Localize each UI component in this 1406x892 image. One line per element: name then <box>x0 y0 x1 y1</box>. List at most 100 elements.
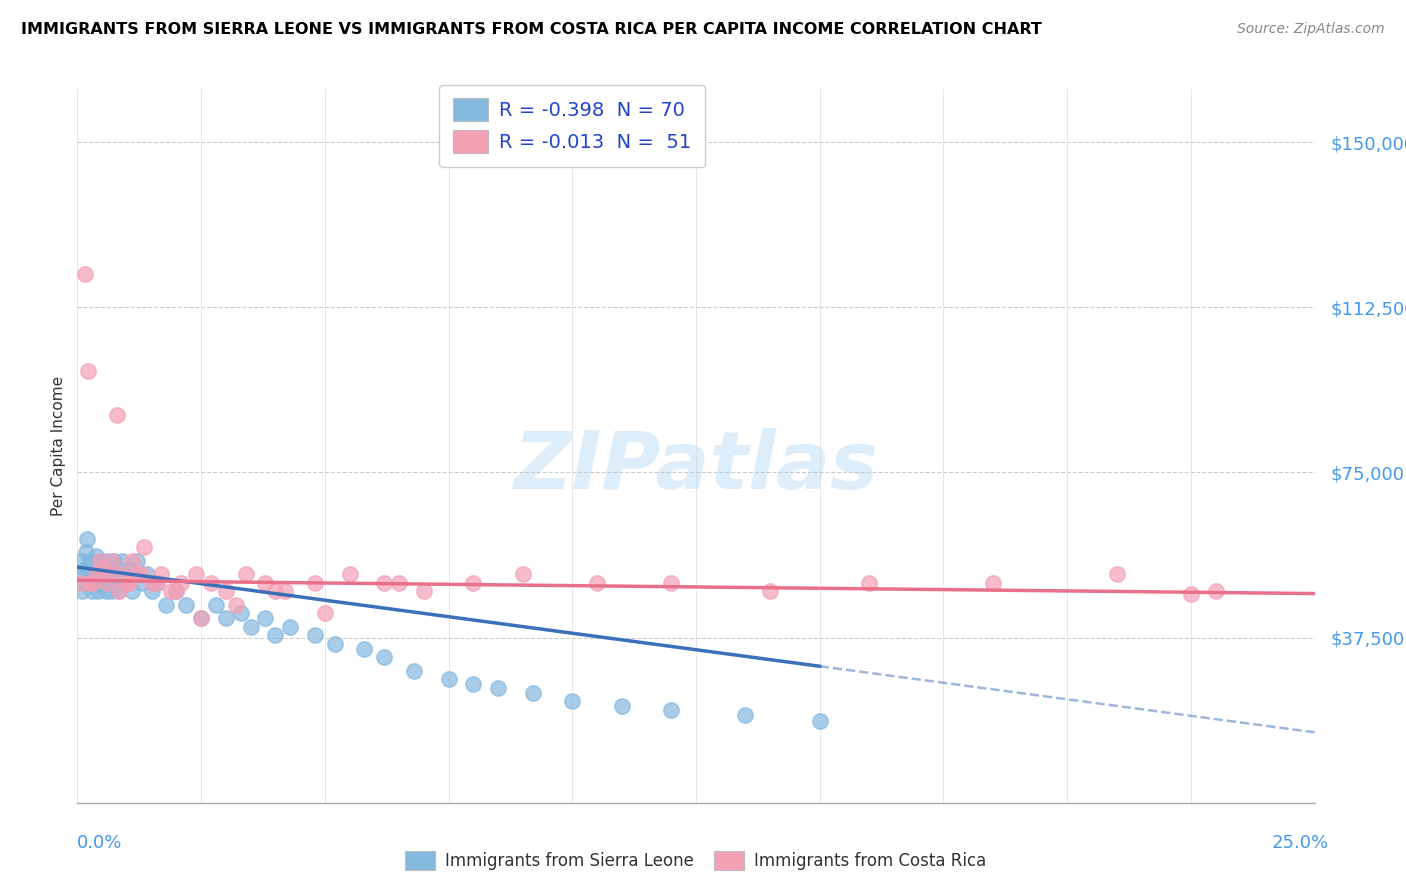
Point <box>808 714 831 729</box>
Point <box>486 681 509 696</box>
Text: ZIPatlas: ZIPatlas <box>513 428 879 507</box>
Point <box>1105 566 1128 581</box>
Point <box>134 541 156 555</box>
Point <box>79 575 101 590</box>
Point <box>264 584 287 599</box>
Point <box>122 566 145 581</box>
Point <box>215 584 238 599</box>
Point <box>80 575 103 590</box>
Point <box>388 575 411 590</box>
Point <box>759 584 782 599</box>
Point <box>76 532 98 546</box>
Point <box>125 566 148 581</box>
Point <box>512 566 534 581</box>
Point <box>75 545 97 559</box>
Point <box>200 575 222 590</box>
Point <box>190 611 212 625</box>
Point <box>73 267 96 281</box>
Point <box>118 575 141 590</box>
Point <box>165 584 187 599</box>
Point <box>229 607 252 621</box>
Point <box>105 408 128 422</box>
Point <box>84 549 107 563</box>
Point <box>254 611 277 625</box>
Point <box>278 619 301 633</box>
Point <box>264 628 287 642</box>
Point <box>103 553 125 567</box>
Point <box>107 584 129 599</box>
Point <box>97 553 120 567</box>
Point <box>69 566 91 581</box>
Point <box>235 566 257 581</box>
Point <box>659 703 682 717</box>
Point <box>125 553 148 567</box>
Point <box>141 584 163 599</box>
Point <box>586 575 609 590</box>
Point <box>254 575 277 590</box>
Point <box>90 575 112 590</box>
Point <box>131 566 153 581</box>
Point <box>72 575 94 590</box>
Point <box>145 575 167 590</box>
Point <box>121 584 143 599</box>
Point <box>170 575 193 590</box>
Point <box>105 575 128 590</box>
Point <box>734 707 756 722</box>
Text: 25.0%: 25.0% <box>1271 834 1329 852</box>
Point <box>110 575 132 590</box>
Point <box>373 575 395 590</box>
Point <box>150 566 173 581</box>
Point <box>1205 584 1227 599</box>
Point <box>82 566 104 581</box>
Point <box>73 562 96 576</box>
Point <box>239 619 262 633</box>
Point <box>184 566 207 581</box>
Point <box>463 677 485 691</box>
Point <box>155 598 177 612</box>
Point <box>115 575 138 590</box>
Point <box>304 575 326 590</box>
Point <box>72 584 94 599</box>
Point <box>112 566 135 581</box>
Point <box>304 628 326 642</box>
Point <box>98 575 121 590</box>
Point <box>160 584 183 599</box>
Point <box>135 566 157 581</box>
Point <box>77 566 100 581</box>
Point <box>274 584 297 599</box>
Point <box>70 553 93 567</box>
Legend: Immigrants from Sierra Leone, Immigrants from Costa Rica: Immigrants from Sierra Leone, Immigrants… <box>399 844 993 877</box>
Point <box>104 566 127 581</box>
Point <box>70 575 93 590</box>
Point <box>93 575 115 590</box>
Point <box>91 562 114 576</box>
Point <box>323 637 346 651</box>
Text: 0.0%: 0.0% <box>77 834 122 852</box>
Point <box>108 584 131 599</box>
Point <box>131 575 153 590</box>
Point <box>111 553 134 567</box>
Point <box>86 566 108 581</box>
Text: Source: ZipAtlas.com: Source: ZipAtlas.com <box>1237 22 1385 37</box>
Point <box>225 598 247 612</box>
Point <box>610 698 633 713</box>
Point <box>77 364 100 378</box>
Point <box>82 584 104 599</box>
Point <box>91 562 114 576</box>
Point <box>205 598 228 612</box>
Point <box>174 598 197 612</box>
Point <box>89 553 111 567</box>
Y-axis label: Per Capita Income: Per Capita Income <box>51 376 66 516</box>
Point <box>82 575 104 590</box>
Point <box>522 686 544 700</box>
Point <box>115 575 138 590</box>
Point <box>353 641 375 656</box>
Point <box>83 558 105 572</box>
Point <box>100 584 122 599</box>
Point <box>190 611 212 625</box>
Point <box>437 673 460 687</box>
Point <box>96 575 118 590</box>
Point <box>91 553 114 567</box>
Point <box>87 584 110 599</box>
Point <box>659 575 682 590</box>
